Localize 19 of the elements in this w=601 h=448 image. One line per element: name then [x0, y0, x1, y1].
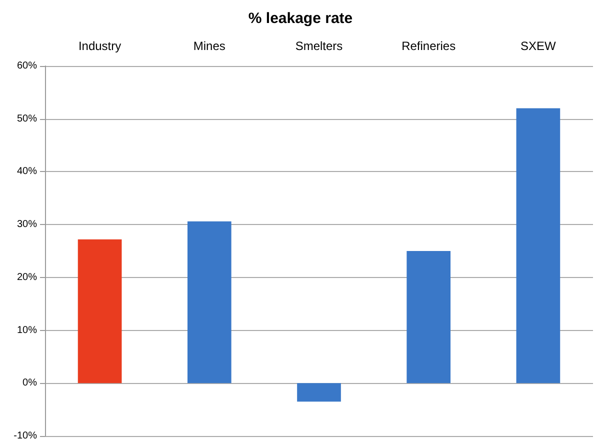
- y-tick-label: 30%: [16, 219, 38, 230]
- bar: [78, 239, 122, 384]
- y-tick-label: 50%: [16, 113, 38, 124]
- x-tick-label: Industry: [78, 39, 122, 53]
- bar: [187, 221, 232, 384]
- chart-title: % leakage rate: [248, 10, 353, 27]
- bar: [516, 108, 560, 384]
- y-tick-label: 10%: [16, 324, 38, 336]
- x-tick-label: SXEW: [520, 39, 557, 53]
- y-tick-label: 40%: [16, 166, 38, 178]
- bar: [297, 383, 341, 402]
- x-tick-label: Refineries: [402, 39, 456, 53]
- y-tick-label: 20%: [16, 272, 38, 283]
- y-tick-label: 0%: [22, 378, 38, 389]
- y-tick-label: -10%: [14, 430, 38, 442]
- bar: [406, 251, 451, 384]
- x-tick-label: Mines: [193, 39, 226, 53]
- x-tick-label: Smelters: [295, 39, 343, 53]
- y-tick-label: 60%: [16, 60, 38, 72]
